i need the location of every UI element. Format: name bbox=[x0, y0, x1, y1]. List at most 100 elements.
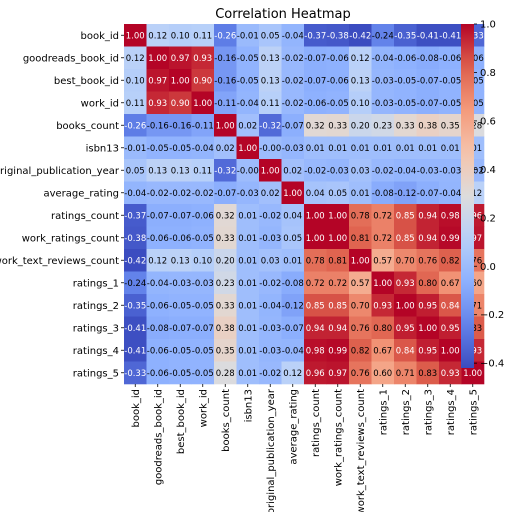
heatmap-cell-value: -0.01 bbox=[124, 144, 146, 154]
heatmap-cell-value: -0.02 bbox=[169, 189, 191, 199]
heatmap-cell bbox=[146, 271, 170, 295]
heatmap-cell-value: 1.00 bbox=[216, 121, 235, 131]
heatmap-cell bbox=[214, 181, 237, 205]
heatmap-cell-value: 0.82 bbox=[351, 346, 370, 356]
heatmap-cell bbox=[371, 136, 395, 160]
heatmap-cell bbox=[259, 69, 282, 92]
heatmap-cell-value: 0.01 bbox=[396, 144, 415, 154]
heatmap-cell-value: 0.72 bbox=[373, 211, 392, 221]
heatmap-cell bbox=[371, 24, 395, 47]
heatmap-cell-value: 0.93 bbox=[193, 54, 212, 64]
heatmap-cell bbox=[416, 69, 440, 92]
heatmap-cell bbox=[169, 181, 192, 205]
heatmap-cell-value: 0.78 bbox=[306, 256, 325, 266]
heatmap-cell bbox=[439, 339, 462, 362]
heatmap-cell bbox=[326, 294, 350, 317]
heatmap-cell-value: 0.20 bbox=[351, 121, 370, 131]
heatmap-cell-value: 0.33 bbox=[216, 234, 235, 244]
heatmap-cell-value: -0.06 bbox=[304, 99, 326, 109]
heatmap-cell-value: -0.42 bbox=[349, 31, 371, 41]
heatmap-cell bbox=[259, 204, 282, 227]
heatmap-cell bbox=[304, 204, 327, 227]
heatmap-cell-value: 1.00 bbox=[306, 234, 325, 244]
heatmap-cell-value: -0.06 bbox=[327, 54, 349, 64]
heatmap-cell bbox=[371, 316, 395, 340]
heatmap-cell-value: -0.12 bbox=[282, 301, 304, 311]
heatmap-cell-value: 0.35 bbox=[441, 121, 460, 131]
heatmap-cell-value: 0.10 bbox=[193, 256, 212, 266]
heatmap-cell-value: -0.06 bbox=[327, 76, 349, 86]
heatmap-cell bbox=[281, 249, 305, 272]
heatmap-cell-value: -0.11 bbox=[192, 121, 214, 131]
heatmap-cell-value: -0.42 bbox=[124, 256, 146, 266]
heatmap-cell-value: 0.05 bbox=[328, 189, 347, 199]
heatmap-cell bbox=[191, 136, 215, 160]
heatmap-cell-value: 0.01 bbox=[418, 144, 437, 154]
heatmap-cell-value: -0.02 bbox=[372, 166, 394, 176]
heatmap-cell-value: -0.06 bbox=[147, 301, 169, 311]
heatmap-cell-value: 0.32 bbox=[216, 211, 235, 221]
heatmap-cell bbox=[416, 361, 440, 385]
heatmap-cell-value: -0.05 bbox=[147, 144, 169, 154]
heatmap-cell bbox=[169, 91, 192, 115]
heatmap-cell bbox=[416, 181, 440, 205]
heatmap-cell-value: -0.02 bbox=[147, 189, 169, 199]
heatmap-cell bbox=[304, 91, 327, 115]
heatmap-cell bbox=[349, 24, 372, 47]
heatmap-cell bbox=[236, 361, 260, 385]
heatmap-cell bbox=[394, 316, 417, 340]
heatmap-cell bbox=[349, 271, 372, 295]
heatmap-cell bbox=[349, 204, 372, 227]
heatmap-cell-value: 0.33 bbox=[328, 121, 347, 131]
heatmap-cell bbox=[146, 136, 170, 160]
colorbar-tick-label: 0.6 bbox=[480, 116, 496, 127]
heatmap-cell bbox=[281, 271, 305, 295]
x-axis-tick-label: goodreads_book_id bbox=[153, 389, 164, 485]
heatmap-cell-value: -0.08 bbox=[147, 324, 169, 334]
heatmap-cell bbox=[281, 204, 305, 227]
heatmap-cell bbox=[416, 46, 440, 70]
heatmap-cell-value: 1.00 bbox=[441, 346, 460, 356]
heatmap-cell bbox=[214, 24, 237, 47]
heatmap-cell-value: 0.85 bbox=[328, 301, 347, 311]
heatmap-cell bbox=[439, 271, 462, 295]
heatmap-cell-value: 0.01 bbox=[238, 279, 257, 289]
heatmap-cell bbox=[304, 46, 327, 70]
heatmap-cell bbox=[349, 46, 372, 70]
heatmap-cell bbox=[236, 294, 260, 317]
heatmap-cell-value: 0.13 bbox=[171, 166, 190, 176]
heatmap-cell bbox=[214, 361, 237, 385]
heatmap-cell bbox=[416, 316, 440, 340]
heatmap-cell-value: -0.07 bbox=[192, 324, 214, 334]
heatmap-cell bbox=[416, 159, 440, 182]
heatmap-cell bbox=[439, 24, 462, 47]
heatmap-cell-value: -0.03 bbox=[372, 99, 394, 109]
heatmap-cell bbox=[304, 159, 327, 182]
heatmap-cell-value: -0.07 bbox=[214, 189, 236, 199]
heatmap-cell bbox=[394, 271, 417, 295]
heatmap-cell-value: 0.05 bbox=[126, 166, 145, 176]
heatmap-cell bbox=[236, 271, 260, 295]
y-axis-tick-label: books_count bbox=[56, 121, 119, 132]
heatmap-cell-value: 0.04 bbox=[306, 189, 325, 199]
heatmap-cell bbox=[236, 91, 260, 115]
heatmap-cell bbox=[281, 316, 305, 340]
heatmap-cell bbox=[371, 69, 395, 92]
heatmap-cell bbox=[124, 204, 147, 227]
heatmap-cell-value: 0.81 bbox=[351, 234, 370, 244]
heatmap-cell bbox=[191, 24, 215, 47]
heatmap-cell bbox=[326, 69, 350, 92]
heatmap-cell bbox=[439, 159, 462, 182]
heatmap-cell bbox=[191, 226, 215, 250]
heatmap-cell bbox=[191, 271, 215, 295]
x-axis-tick-label: work_ratings_count bbox=[333, 389, 344, 486]
heatmap-cell-value: 0.72 bbox=[328, 279, 347, 289]
heatmap-cell bbox=[124, 249, 147, 272]
heatmap-cell bbox=[439, 69, 462, 92]
heatmap-cell bbox=[371, 204, 395, 227]
heatmap-cell-value: 0.32 bbox=[306, 121, 325, 131]
heatmap-cell-value: -0.07 bbox=[147, 211, 169, 221]
heatmap-cell bbox=[281, 159, 305, 182]
heatmap-cell-value: 1.00 bbox=[126, 31, 145, 41]
heatmap-cell-value: -0.03 bbox=[439, 166, 461, 176]
